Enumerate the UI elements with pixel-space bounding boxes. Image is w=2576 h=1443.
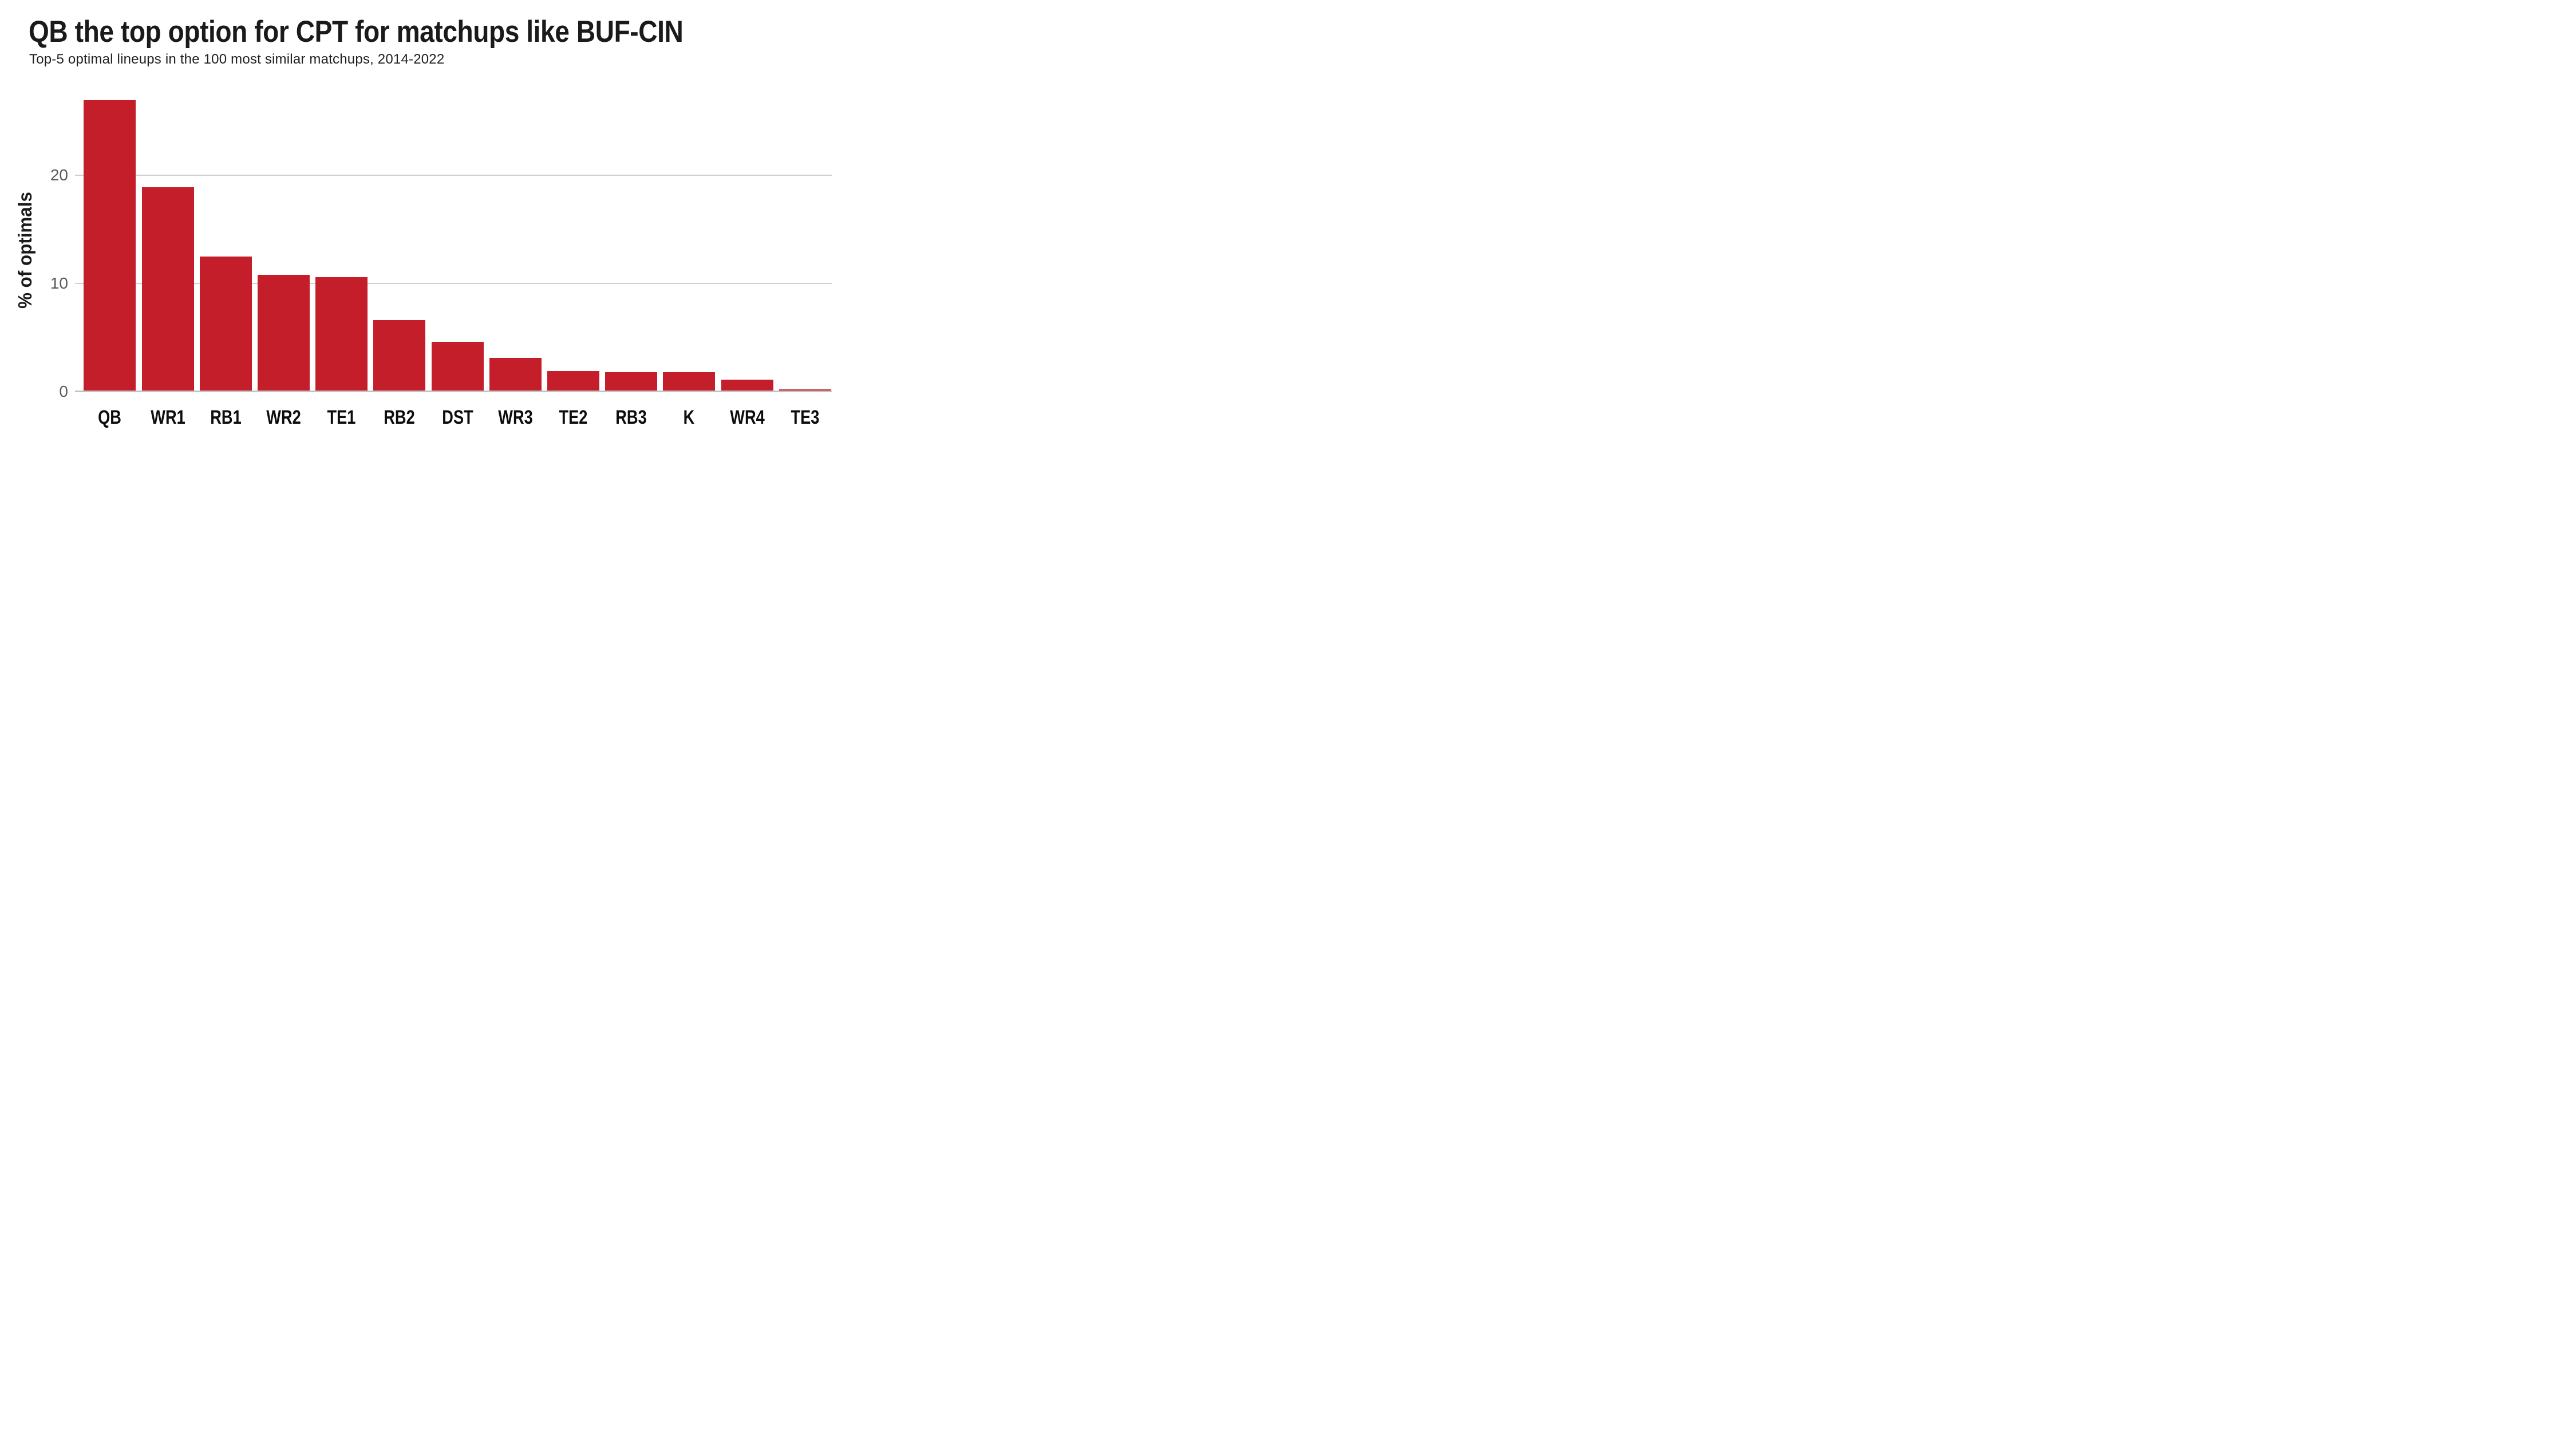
x-label-K: K — [683, 407, 695, 428]
bar-WR3 — [489, 358, 542, 391]
x-label-DST: DST — [441, 407, 473, 428]
chart-subtitle: Top-5 optimal lineups in the 100 most si… — [29, 52, 445, 67]
x-label-RB1: RB1 — [210, 407, 242, 428]
chart-title: QB the top option for CPT for matchups l… — [29, 15, 781, 50]
x-label-WR2: WR2 — [266, 407, 301, 428]
bar-RB2 — [373, 320, 426, 391]
bar-WR2 — [257, 275, 310, 391]
x-label-TE3: TE3 — [791, 407, 820, 428]
x-label-TE2: TE2 — [559, 407, 588, 428]
gridline-20 — [75, 175, 832, 176]
bar-TE2 — [547, 371, 599, 391]
bar-DST — [431, 342, 484, 391]
bar-TE3 — [779, 389, 831, 391]
bar-TE1 — [315, 277, 368, 391]
bar-WR4 — [721, 380, 773, 391]
y-tick-0: 0 — [59, 383, 68, 400]
x-label-RB3: RB3 — [615, 407, 647, 428]
x-label-TE1: TE1 — [327, 407, 356, 428]
y-tick-10: 10 — [50, 274, 68, 292]
bar-K — [663, 372, 716, 391]
bar-RB1 — [199, 257, 252, 391]
x-label-QB: QB — [98, 407, 122, 428]
gridline-10 — [75, 283, 832, 284]
bar-QB — [84, 100, 136, 391]
x-label-RB2: RB2 — [384, 407, 416, 428]
x-label-WR3: WR3 — [497, 407, 533, 428]
x-axis-line — [75, 391, 832, 392]
x-label-WR4: WR4 — [729, 407, 765, 428]
chart-page: QB the top option for CPT for matchups l… — [0, 0, 859, 481]
bar-WR1 — [141, 187, 194, 391]
chart-title-text: QB the top option for CPT for matchups l… — [29, 15, 683, 49]
y-tick-20: 20 — [50, 166, 68, 184]
x-label-WR1: WR1 — [150, 407, 185, 428]
bar-RB3 — [605, 372, 658, 391]
